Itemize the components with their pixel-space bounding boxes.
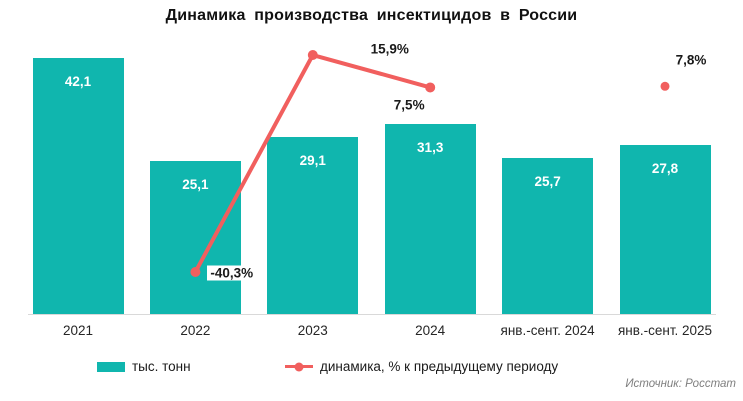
x-axis-label: 2021 xyxy=(62,323,94,338)
x-axis-label: янв.-сент. 2025 xyxy=(617,323,713,338)
bar: 42,1 xyxy=(32,58,124,314)
line-point-dot xyxy=(425,82,436,93)
legend-label-line: динамика, % к предыдущему периоду xyxy=(320,359,559,374)
x-axis-label: янв.-сент. 2024 xyxy=(500,323,595,338)
x-axis-label: 2022 xyxy=(180,323,211,338)
bar: 25,7 xyxy=(502,157,594,314)
legend-item-line: динамика, % к предыдущему периоду xyxy=(285,359,558,374)
legend-item-bars: тыс. тонн xyxy=(97,359,191,374)
bar-value-label: 31,3 xyxy=(417,139,444,155)
percent-label: -40,3% xyxy=(207,265,257,281)
line-legend-dot-icon xyxy=(294,362,304,371)
x-axis-label: 2023 xyxy=(297,323,328,338)
line-legend-marker-icon xyxy=(285,362,313,371)
legend-label-bars: тыс. тонн xyxy=(132,359,191,374)
percent-label: 15,9% xyxy=(370,41,409,57)
legend: тыс. тонн динамика, % к предыдущему пери… xyxy=(0,359,743,375)
percent-label: 7,8% xyxy=(675,52,707,68)
line-point-dot xyxy=(307,50,318,61)
bar-value-label: 25,1 xyxy=(182,177,209,193)
x-axis-line xyxy=(28,314,716,315)
isolated-point-dot xyxy=(660,81,670,91)
source-caption: Источник: Росстат xyxy=(625,378,736,390)
bar-value-label: 29,1 xyxy=(299,153,326,169)
bar-value-label: 25,7 xyxy=(534,173,561,189)
bar: 25,1 xyxy=(149,161,241,314)
bar: 31,3 xyxy=(384,123,476,314)
bar-value-label: 42,1 xyxy=(64,74,92,89)
chart-title: Динамика производства инсектицидов в Рос… xyxy=(165,7,578,24)
bar-legend-swatch-icon xyxy=(97,361,125,372)
x-axis-label: 2024 xyxy=(415,323,446,338)
percent-label: 7,5% xyxy=(393,97,425,113)
bar: 27,8 xyxy=(619,144,711,314)
bar: 29,1 xyxy=(267,137,359,314)
bar-value-label: 27,8 xyxy=(651,160,679,176)
